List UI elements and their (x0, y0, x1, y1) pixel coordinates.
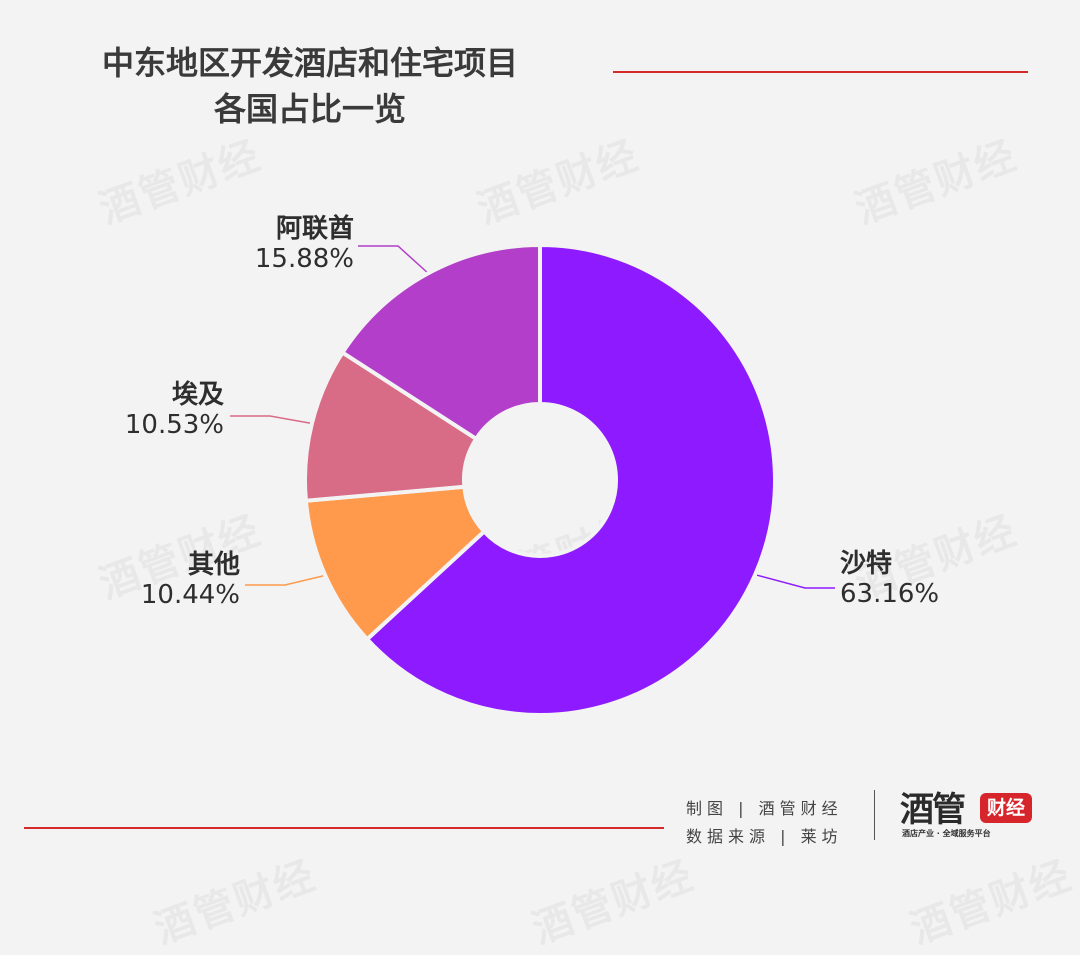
chart-title: 中东地区开发酒店和住宅项目 各国占比一览 (70, 40, 550, 132)
logo-main-text: 酒管 (900, 790, 966, 830)
bottom-divider (24, 827, 664, 829)
pie-slice-2 (303, 484, 487, 642)
slice-name-label: 沙特 (840, 548, 892, 579)
slice-value-label: 63.16% (840, 579, 939, 609)
leader-line-1 (756, 574, 835, 589)
credits: 制图 | 酒管财经 数据来源 | 莱坊 (686, 795, 843, 851)
credit-chart-by: 制图 | 酒管财经 (686, 799, 843, 818)
slice-name-label: 埃及 (172, 380, 224, 410)
leader-line-4 (358, 245, 428, 273)
slice-name-label: 阿联酋 (276, 213, 354, 244)
slice-value-label: 10.44% (141, 580, 240, 610)
logo-badge: 财经 (980, 793, 1032, 823)
leader-line-3 (230, 415, 311, 424)
slice-value-label: 10.53% (125, 410, 224, 440)
credits-divider (874, 790, 875, 840)
leader-line-2 (245, 575, 324, 586)
slice-name-label: 其他 (188, 550, 240, 580)
credit-data-source: 数据来源 | 莱坊 (686, 827, 843, 846)
chart-title-line-2: 各国占比一览 (213, 90, 406, 128)
pie-slice-1 (365, 243, 777, 717)
brand-logo: 酒管 财经 酒店产业 · 全域服务平台 (900, 790, 1040, 842)
chart-title-line-1: 中东地区开发酒店和住宅项目 (101, 44, 518, 82)
pie-slice-4 (340, 243, 542, 441)
top-divider (613, 71, 1028, 73)
slice-value-label: 15.88% (255, 244, 354, 274)
pie-slice-3 (303, 350, 479, 503)
logo-tagline: 酒店产业 · 全域服务平台 (902, 829, 991, 838)
